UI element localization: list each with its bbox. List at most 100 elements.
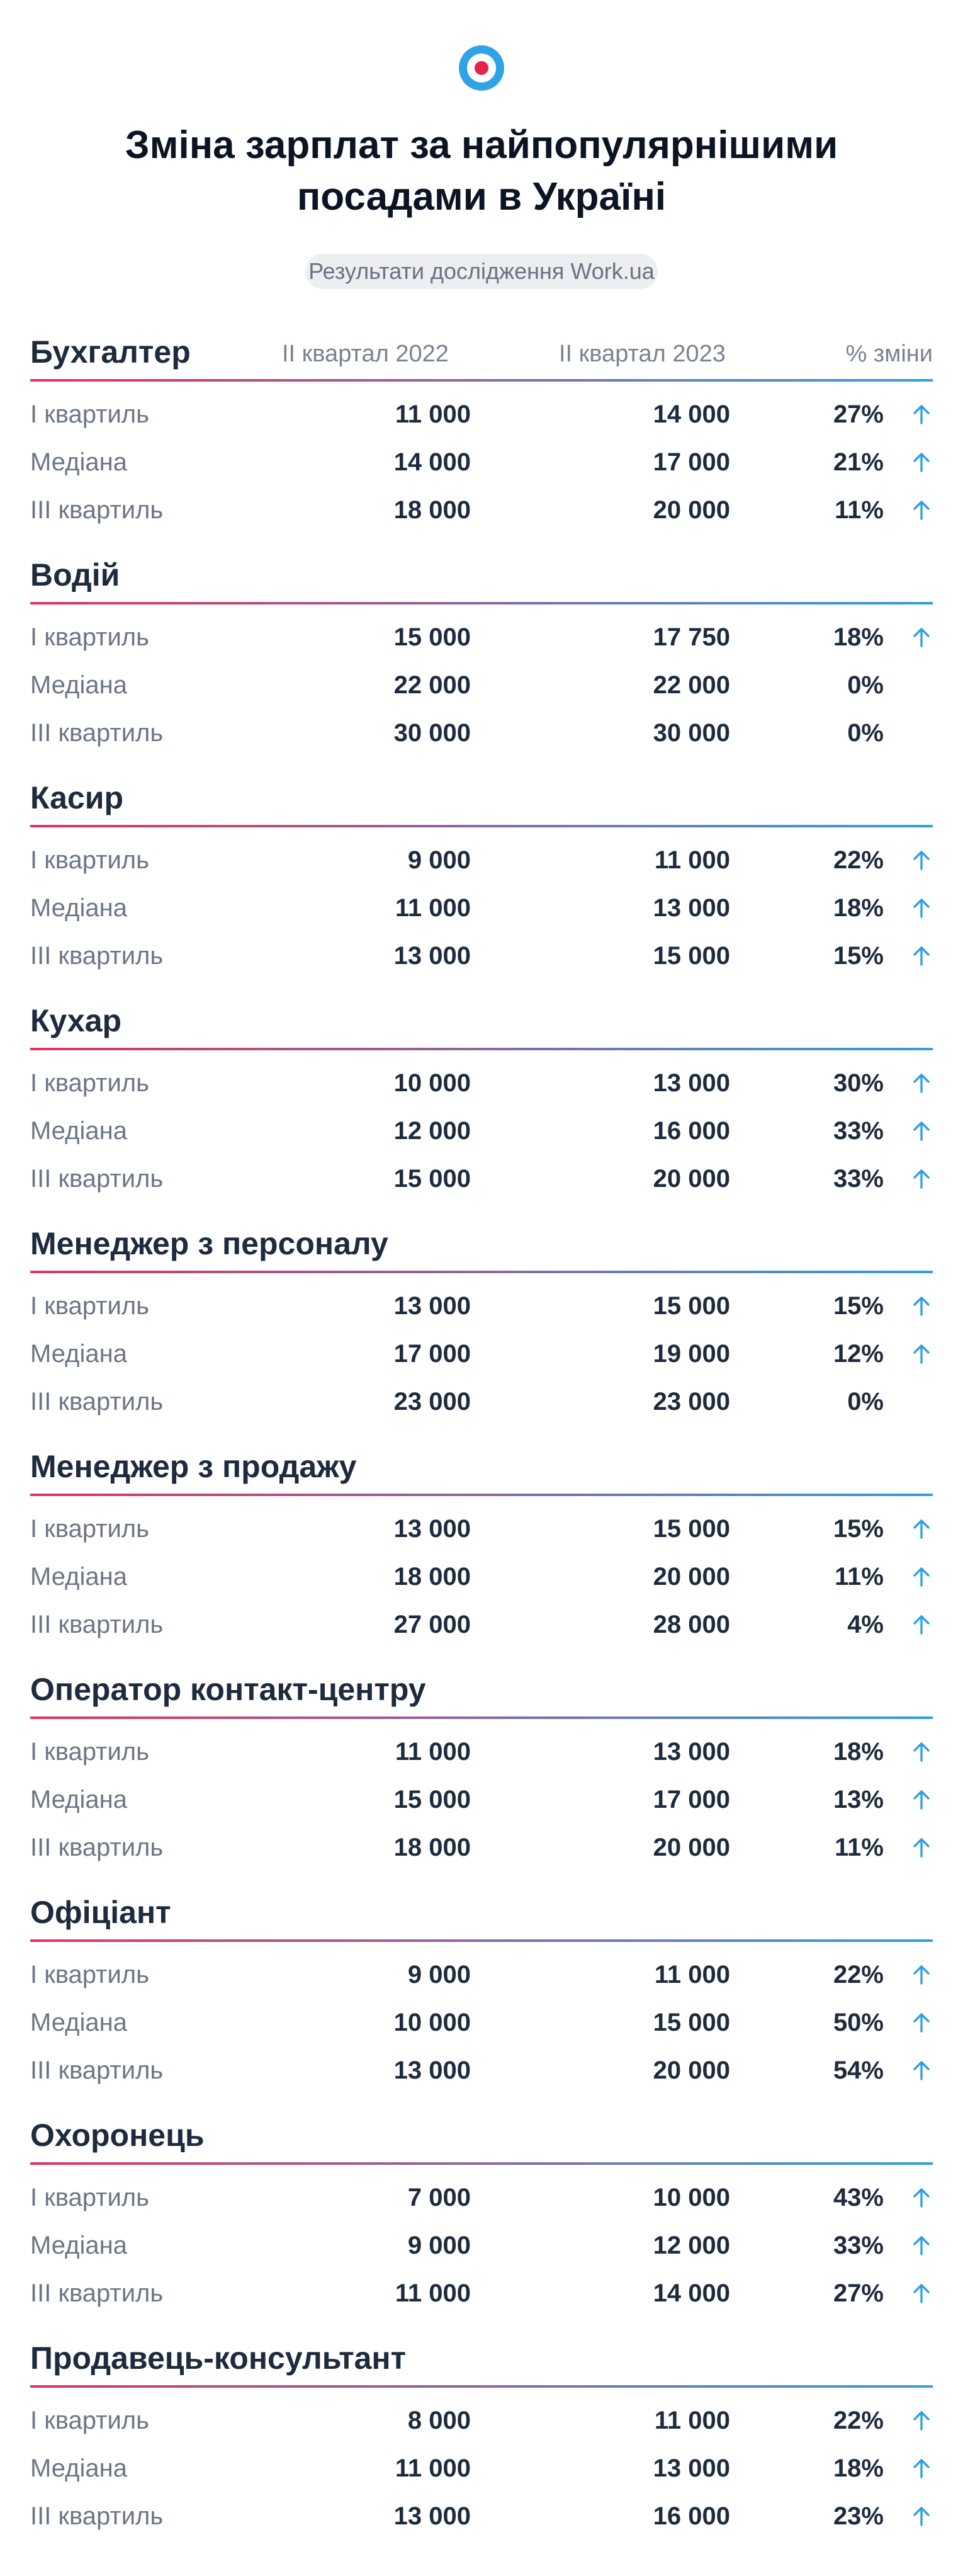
job-title: Оператор контакт-центру: [30, 1672, 426, 1707]
row-label: I квартиль: [30, 623, 149, 651]
percent-change: 33%: [833, 2232, 884, 2259]
table-row: Медіана 18 000 20 000 11%: [30, 1553, 933, 1601]
section-divider: [30, 1716, 933, 1719]
row-label: Медіана: [30, 894, 127, 922]
percent-change: 43%: [833, 2184, 884, 2211]
row-label: Медіана: [30, 1340, 127, 1368]
value-2022: 9 000: [407, 846, 471, 874]
table-row: Медіана 15 000 17 000 13%: [30, 1776, 933, 1824]
arrow-up-icon: [911, 2269, 932, 2317]
row-label: Медіана: [30, 1563, 127, 1591]
table-row: III квартиль 13 000 15 000 15%: [30, 932, 933, 980]
percent-change: 11%: [835, 496, 884, 524]
job-title: Офіціант: [30, 1895, 171, 1930]
value-2023: 30 000: [653, 719, 730, 747]
percent-change: 18%: [833, 894, 884, 922]
value-2023: 17 000: [653, 1786, 730, 1813]
value-2023: 10 000: [653, 2184, 730, 2211]
page-title-line-1: Зміна зарплат за найпопулярнішими: [125, 123, 838, 167]
job-title: Касир: [30, 780, 124, 815]
value-2023: 20 000: [653, 496, 730, 524]
table-row: Медіана 11 000 13 000 18%: [30, 884, 933, 932]
percent-change: 15%: [833, 942, 884, 970]
row-label: III квартиль: [30, 2502, 164, 2530]
value-2022: 13 000: [393, 942, 471, 970]
row-label: Медіана: [30, 2009, 127, 2036]
section-divider: [30, 1939, 933, 1942]
value-2022: 30 000: [393, 719, 471, 747]
value-2023: 11 000: [654, 1961, 730, 1989]
percent-change: 4%: [847, 1611, 884, 1638]
section-divider: [30, 2385, 933, 2388]
column-header-change: % зміни: [845, 341, 933, 367]
value-2023: 20 000: [653, 1563, 730, 1591]
table-row: I квартиль 9 000 11 000 22%: [30, 836, 933, 884]
value-2023: 16 000: [653, 2502, 730, 2530]
value-2023: 20 000: [653, 1165, 730, 1193]
table-row: I квартиль 13 000 15 000 15%: [30, 1505, 933, 1553]
job-section: Офіціант I квартиль 9 000 11 000 22% Медіана 1…: [30, 1888, 933, 2111]
arrow-up-icon: [911, 2492, 932, 2540]
table-row: III квартиль 18 000 20 000 11%: [30, 1824, 933, 1871]
percent-change: 21%: [833, 448, 884, 476]
section-divider: [30, 825, 933, 827]
value-2023: 19 000: [653, 1340, 730, 1368]
percent-change: 11%: [835, 1834, 884, 1861]
arrow-up-icon: [911, 2221, 932, 2269]
section-divider: [30, 379, 933, 382]
table-row: Медіана 22 000 22 000 0%: [30, 661, 933, 709]
table-row: I квартиль 7 000 10 000 43%: [30, 2174, 933, 2221]
table-row: III квартиль 27 000 28 000 4%: [30, 1601, 933, 1648]
percent-change: 11%: [835, 1563, 884, 1591]
value-2022: 22 000: [393, 671, 471, 699]
arrow-up-icon: [911, 1951, 932, 1999]
value-2023: 11 000: [654, 846, 730, 874]
job-title: Менеджер з продажу: [30, 1449, 357, 1484]
value-2023: 12 000: [653, 2232, 730, 2259]
row-label: III квартиль: [30, 719, 164, 747]
job-section: Бухгалтер II квартал 2022 II квартал 2023%…: [30, 327, 933, 550]
arrow-up-icon: [911, 486, 932, 534]
table-row: Медіана 11 000 13 000 18%: [30, 2444, 933, 2492]
percent-change: 18%: [833, 623, 884, 651]
arrow-up-icon: [911, 1155, 932, 1203]
percent-change: 12%: [833, 1340, 884, 1368]
arrow-up-icon: [911, 390, 932, 438]
value-2022: 11 000: [395, 2279, 471, 2307]
value-2023: 15 000: [653, 2009, 730, 2036]
job-section: Менеджер з персоналу I квартиль 13 000 15 0…: [30, 1219, 933, 1442]
column-header-2022: II квартал 2022: [282, 341, 449, 367]
row-label: Медіана: [30, 2454, 127, 2482]
row-label: I квартиль: [30, 846, 149, 874]
value-2022: 11 000: [395, 2454, 471, 2482]
section-divider: [30, 1494, 933, 1496]
value-2023: 28 000: [653, 1611, 730, 1638]
value-2023: 20 000: [653, 1834, 730, 1861]
value-2023: 17 750: [653, 623, 730, 651]
arrow-up-icon: [911, 932, 932, 980]
arrow-up-icon: [911, 1999, 932, 2046]
row-label: I квартиль: [30, 1738, 149, 1766]
percent-change: 22%: [833, 1961, 884, 1989]
arrow-up-icon: [911, 1505, 932, 1553]
value-2022: 12 000: [393, 1117, 471, 1145]
section-divider: [30, 602, 933, 604]
value-2023: 15 000: [653, 1292, 730, 1320]
value-2022: 11 000: [395, 894, 471, 922]
value-2022: 10 000: [393, 1069, 471, 1097]
value-2023: 17 000: [653, 448, 730, 476]
row-label: I квартиль: [30, 400, 149, 428]
table-row: III квартиль 11 000 14 000 27%: [30, 2269, 933, 2317]
arrow-up-icon: [911, 1330, 932, 1378]
section-header: Водій: [30, 550, 933, 602]
value-2022: 17 000: [393, 1340, 471, 1368]
job-title: Охоронець: [30, 2118, 205, 2153]
value-2023: 16 000: [653, 1117, 730, 1145]
section-header: Кухар: [30, 996, 933, 1048]
table-row: Медіана 9 000 12 000 33%: [30, 2221, 933, 2269]
percent-change: 13%: [833, 1786, 884, 1813]
section-header: Продавець-консультант: [30, 2334, 933, 2385]
work-ua-logo-icon: [459, 45, 504, 91]
row-label: I квартиль: [30, 2407, 149, 2434]
percent-change: 33%: [833, 1165, 884, 1193]
